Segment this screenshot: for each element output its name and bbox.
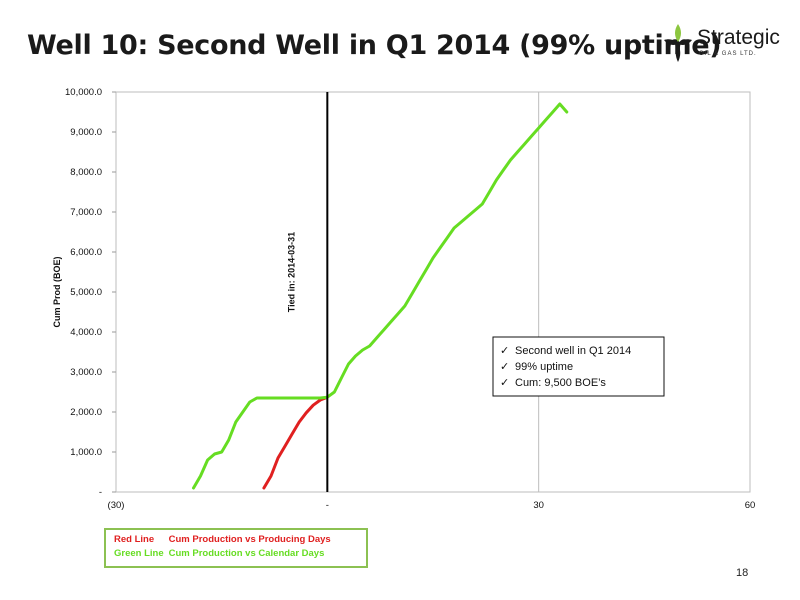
y-tick-label: 2,000.0 <box>70 407 102 418</box>
y-tick-label: 6,000.0 <box>70 247 102 258</box>
check-icon: ✓ <box>500 376 509 389</box>
flame-leaf-icon <box>664 24 692 62</box>
page-number: 18 <box>736 567 749 579</box>
y-tick-label: 5,000.0 <box>70 287 102 298</box>
y-tick-label: 1,000.0 <box>70 447 102 458</box>
y-axis-label: Cum Prod (BOE) <box>52 256 62 327</box>
x-tick-label: (30) <box>108 500 125 511</box>
company-logo: Strategic OIL & GAS LTD. <box>660 20 795 65</box>
annotation-item: Cum: 9,500 BOE’s <box>515 377 606 389</box>
legend-green-row: Green Line Cum Production vs Calendar Da… <box>114 548 358 562</box>
check-icon: ✓ <box>500 344 509 357</box>
plot-frame <box>115 91 751 493</box>
annotation-item: Second well in Q1 2014 <box>515 345 631 357</box>
tie-in-marker: Tied in: 2014-03-31 <box>283 92 329 492</box>
y-tick-label: 10,000.0 <box>65 87 102 98</box>
y-tick-label: - <box>99 487 102 498</box>
y-tick-label: 3,000.0 <box>70 367 102 378</box>
check-icon: ✓ <box>500 360 509 373</box>
chart-legend: Red Line Cum Production vs Producing Day… <box>104 528 368 568</box>
x-tick-label: 60 <box>745 500 756 511</box>
annotation-frame <box>492 336 665 397</box>
annotation-box: ✓ Second well in Q1 2014 ✓ 99% uptime ✓ Cum: … <box>492 336 665 397</box>
green-series-line <box>192 102 569 490</box>
chart-series <box>192 102 569 490</box>
x-tick-label: 30 <box>533 500 544 511</box>
tie-in-label-bg <box>283 212 300 332</box>
x-tick-label: - <box>326 500 329 511</box>
logo-name: Strategic <box>697 26 780 49</box>
chart-axes <box>115 91 751 493</box>
y-tick-label: 9,000.0 <box>70 127 102 138</box>
legend-red-row: Red Line Cum Production vs Producing Day… <box>114 534 358 548</box>
legend-green-text: Cum Production vs Calendar Days <box>168 548 325 559</box>
legend-red-label: Red Line <box>114 534 155 545</box>
logo-subtitle: OIL & GAS LTD. <box>699 51 757 57</box>
annotation-item: 99% uptime <box>515 361 573 373</box>
chart-ticks: - 1,000.0 2,000.0 3,000.0 4,000.0 5,000.0 6,00… <box>65 87 755 511</box>
chart-grid <box>115 92 751 492</box>
page-title: Well 10: Second Well in Q1 2014 (99% upt… <box>27 30 722 61</box>
y-tick-label: 8,000.0 <box>70 167 102 178</box>
red-series-line <box>262 395 329 490</box>
tie-in-label: Tied in: 2014-03-31 <box>286 232 296 312</box>
y-tick-label: 4,000.0 <box>70 327 102 338</box>
y-tick-label: 7,000.0 <box>70 207 102 218</box>
legend-green-label: Green Line <box>114 548 164 559</box>
legend-red-text: Cum Production vs Producing Days <box>168 534 331 545</box>
